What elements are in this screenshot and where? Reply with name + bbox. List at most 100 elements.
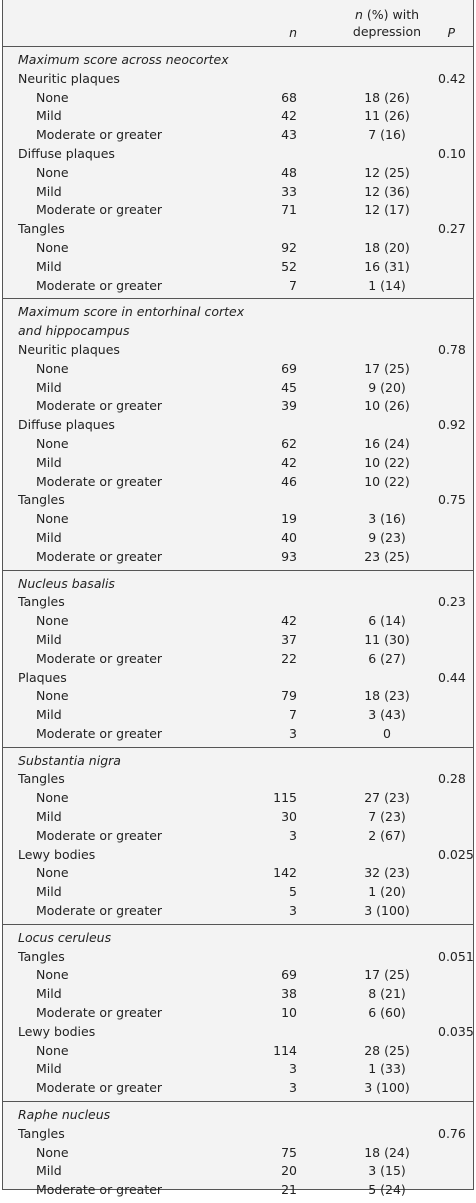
row-label: Moderate or greater bbox=[36, 650, 163, 666]
row-label: Mild bbox=[36, 183, 62, 199]
table-section: Locus ceruleus Tangles 0.051 None 69 17 (25) M… bbox=[3, 925, 474, 1103]
p-value: 0.28 bbox=[438, 771, 466, 787]
data-row: Moderate or greater 7 1 (14) bbox=[3, 277, 473, 296]
data-row: Mild 5 1 (20) bbox=[3, 883, 473, 902]
row-label: Moderate or greater bbox=[36, 1182, 163, 1198]
group-label: Neuritic plaques bbox=[18, 70, 120, 86]
n-value: 115 bbox=[273, 790, 297, 806]
row-label: Mild bbox=[36, 631, 62, 647]
group-row: Lewy bodies 0.025 bbox=[3, 846, 474, 865]
depression-value: 6 (27) bbox=[368, 650, 406, 666]
depression-value: 12 (36) bbox=[364, 183, 410, 199]
group-label: Lewy bodies bbox=[18, 846, 96, 862]
depression-value: 16 (31) bbox=[364, 258, 410, 274]
data-row: None 142 32 (23) bbox=[3, 864, 473, 883]
data-row: Mild 20 3 (15) bbox=[3, 1162, 473, 1181]
data-row: Moderate or greater 39 10 (26) bbox=[3, 397, 473, 416]
row-label: None bbox=[36, 790, 69, 806]
depression-value: 11 (30) bbox=[364, 631, 410, 647]
depression-value: 8 (21) bbox=[368, 986, 406, 1002]
row-label: Moderate or greater bbox=[36, 127, 163, 143]
p-value: 0.035 bbox=[438, 1023, 474, 1039]
row-label: None bbox=[36, 1042, 69, 1058]
group-label: Diffuse plaques bbox=[18, 145, 115, 161]
data-row: Moderate or greater 71 12 (17) bbox=[3, 201, 473, 220]
row-label: Mild bbox=[36, 809, 62, 825]
depression-value: 11 (26) bbox=[364, 108, 410, 124]
data-row: Moderate or greater 21 5 (24) bbox=[3, 1181, 473, 1200]
row-label: None bbox=[36, 164, 69, 180]
n-value: 10 bbox=[281, 1005, 297, 1021]
row-label: None bbox=[36, 967, 69, 983]
header-depression-text: (%) with depression bbox=[352, 7, 422, 39]
data-row: Mild 33 12 (36) bbox=[3, 183, 473, 202]
data-row: None 69 17 (25) bbox=[3, 360, 473, 379]
n-value: 69 bbox=[281, 360, 297, 376]
row-label: Mild bbox=[36, 1061, 62, 1077]
row-label: Moderate or greater bbox=[36, 725, 163, 741]
depression-value: 12 (25) bbox=[364, 164, 410, 180]
header-p: P bbox=[447, 25, 455, 40]
group-row: Neuritic plaques 0.42 bbox=[3, 70, 473, 89]
n-value: 21 bbox=[281, 1182, 297, 1198]
depression-value: 18 (23) bbox=[364, 688, 410, 704]
data-row: None 69 17 (25) bbox=[3, 966, 473, 985]
data-row: Mild 30 7 (23) bbox=[3, 808, 473, 827]
n-value: 3 bbox=[289, 725, 297, 741]
row-label: Mild bbox=[36, 108, 62, 124]
p-value: 0.42 bbox=[438, 70, 466, 86]
depression-value: 10 (22) bbox=[364, 473, 410, 489]
row-label: None bbox=[36, 435, 69, 451]
row-label: Mild bbox=[36, 529, 62, 545]
row-label: Moderate or greater bbox=[36, 1080, 163, 1096]
table-section: Maximum score in entorhinal cortex and h… bbox=[3, 299, 473, 571]
row-label: Mild bbox=[36, 454, 62, 470]
data-row: Moderate or greater 10 6 (60) bbox=[3, 1004, 473, 1023]
n-value: 40 bbox=[281, 529, 297, 545]
row-label: None bbox=[36, 360, 69, 376]
n-value: 39 bbox=[281, 398, 297, 414]
row-label: Moderate or greater bbox=[36, 473, 163, 489]
depression-value: 9 (23) bbox=[368, 529, 406, 545]
group-row: Lewy bodies 0.035 bbox=[3, 1023, 474, 1042]
data-row: Moderate or greater 46 10 (22) bbox=[3, 473, 473, 492]
header-n: n bbox=[289, 25, 297, 40]
group-label: Lewy bodies bbox=[18, 1023, 96, 1039]
depression-value: 18 (20) bbox=[364, 239, 410, 255]
n-value: 69 bbox=[281, 967, 297, 983]
table-section: Nucleus basalis Tangles 0.23 None 42 6 (14) Mi… bbox=[3, 571, 473, 748]
data-row: Mild 42 11 (26) bbox=[3, 107, 473, 126]
data-row: Mild 52 16 (31) bbox=[3, 258, 473, 277]
depression-value: 3 (100) bbox=[364, 903, 410, 919]
depression-value: 2 (67) bbox=[368, 827, 406, 843]
depression-value: 9 (20) bbox=[368, 379, 406, 395]
row-label: None bbox=[36, 511, 69, 527]
data-row: Mild 3 1 (33) bbox=[3, 1060, 473, 1079]
p-value: 0.23 bbox=[438, 594, 466, 610]
group-label: Tangles bbox=[18, 594, 65, 610]
row-label: Mild bbox=[36, 884, 62, 900]
p-value: 0.44 bbox=[438, 669, 466, 685]
group-label: Plaques bbox=[18, 669, 67, 685]
group-row: Tangles 0.76 bbox=[3, 1125, 473, 1144]
n-value: 62 bbox=[281, 435, 297, 451]
section-title: Locus ceruleus bbox=[18, 929, 112, 945]
n-value: 30 bbox=[281, 809, 297, 825]
group-row: Tangles 0.051 bbox=[3, 948, 474, 967]
depression-value: 17 (25) bbox=[364, 360, 410, 376]
group-row: Plaques 0.44 bbox=[3, 669, 473, 688]
depression-value: 16 (24) bbox=[364, 435, 410, 451]
n-value: 3 bbox=[289, 903, 297, 919]
group-row: Tangles 0.27 bbox=[3, 220, 473, 239]
n-value: 46 bbox=[281, 473, 297, 489]
depression-value: 0 bbox=[383, 725, 391, 741]
row-label: None bbox=[36, 239, 69, 255]
depression-value: 18 (24) bbox=[364, 1144, 410, 1160]
data-row: Moderate or greater 22 6 (27) bbox=[3, 650, 473, 669]
p-value: 0.27 bbox=[438, 221, 466, 237]
group-label: Tangles bbox=[18, 492, 65, 508]
depression-value: 3 (43) bbox=[368, 707, 406, 723]
n-value: 142 bbox=[273, 865, 297, 881]
section-title: Maximum score in entorhinal cortex and h… bbox=[18, 304, 245, 339]
depression-value: 12 (17) bbox=[364, 202, 410, 218]
